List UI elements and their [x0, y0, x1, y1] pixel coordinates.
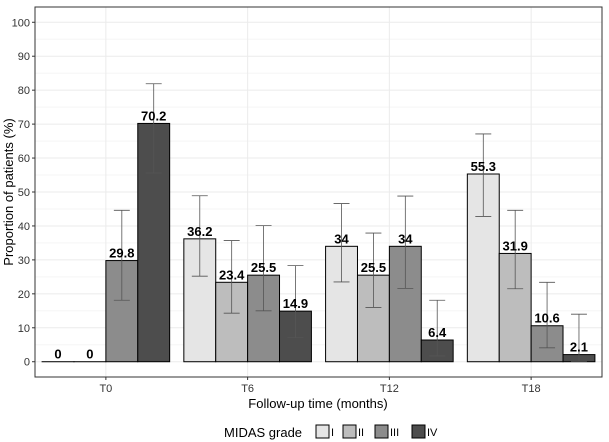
error-bars	[113, 83, 587, 362]
y-tick-label: 30	[18, 255, 30, 267]
legend-key-I	[315, 424, 330, 439]
x-axis-title: Follow-up time (months)	[248, 396, 387, 411]
y-tick-label: 80	[18, 85, 30, 97]
legend-key-III	[374, 424, 389, 439]
data-label-II-T6: 23.4	[219, 267, 245, 282]
y-tick-label: 90	[18, 51, 30, 63]
data-label-III-T6: 25.5	[251, 260, 276, 275]
data-label-II-T18: 31.9	[503, 238, 528, 253]
data-label-III-T18: 10.6	[534, 311, 559, 326]
legend-key-IV	[411, 424, 426, 439]
y-tick-label: 60	[18, 153, 30, 165]
legend-label-III: III	[390, 427, 399, 439]
x-tick-label: T18	[522, 383, 541, 395]
y-tick-label: 40	[18, 221, 30, 233]
data-label-I-T18: 55.3	[471, 159, 496, 174]
error-bar-I-T12	[333, 203, 350, 283]
x-tick-label: T12	[380, 383, 399, 395]
error-bar-IV-T6	[287, 265, 304, 339]
x-tick-label: T0	[99, 383, 112, 395]
error-bar-II-T12	[365, 232, 382, 308]
y-tick-label: 100	[12, 17, 30, 29]
y-tick-label: 70	[18, 119, 30, 131]
data-label-I-T0: 0	[54, 347, 61, 362]
data-label-I-T6: 36.2	[187, 224, 212, 239]
error-bar-III-T18	[539, 281, 556, 349]
error-bar-III-T6	[255, 225, 272, 312]
legend-label-I: I	[331, 427, 334, 439]
data-label-II-T12: 25.5	[361, 260, 386, 275]
y-axis-title: Proportion of patients (%)	[1, 118, 16, 265]
legend-label-II: II	[358, 427, 364, 439]
data-labels: 0 36.2 34 55.3 0 23.4 25.5 31.9 29.8 25.5 34 10.6 70…	[54, 108, 588, 361]
data-label-I-T12: 34	[334, 231, 349, 246]
legend-label-IV: IV	[427, 427, 438, 439]
legend-key-II	[342, 424, 357, 439]
data-label-II-T0: 0	[86, 347, 93, 362]
data-label-III-T0: 29.8	[109, 246, 134, 261]
error-bar-II-T6	[223, 240, 240, 314]
error-bar-IV-T18	[570, 313, 587, 362]
y-tick-label: 0	[24, 357, 30, 369]
legend-title: MIDAS grade	[224, 425, 302, 440]
x-axis: T0 T6 T12 T18	[99, 377, 541, 395]
y-tick-label: 10	[18, 323, 30, 335]
error-bar-I-T6	[191, 195, 208, 277]
error-bar-III-T0	[113, 209, 130, 301]
legend: MIDAS grade I II III IV	[224, 424, 438, 440]
error-bar-I-T18	[475, 133, 492, 217]
data-label-IV-T12: 6.4	[428, 325, 447, 340]
data-label-IV-T6: 14.9	[283, 296, 308, 311]
y-axis: 0 10 20 30 40 50 60 70 80 90 100	[12, 17, 35, 369]
data-label-IV-T18: 2.1	[570, 340, 588, 355]
data-label-III-T12: 34	[398, 231, 413, 246]
y-tick-label: 20	[18, 289, 30, 301]
error-bar-IV-T0	[145, 83, 162, 174]
error-bar-IV-T12	[429, 299, 446, 357]
x-tick-label: T6	[241, 383, 254, 395]
error-bar-III-T12	[397, 195, 414, 289]
error-bar-II-T18	[507, 209, 524, 290]
data-label-IV-T0: 70.2	[141, 108, 166, 123]
y-tick-label: 50	[18, 187, 30, 199]
